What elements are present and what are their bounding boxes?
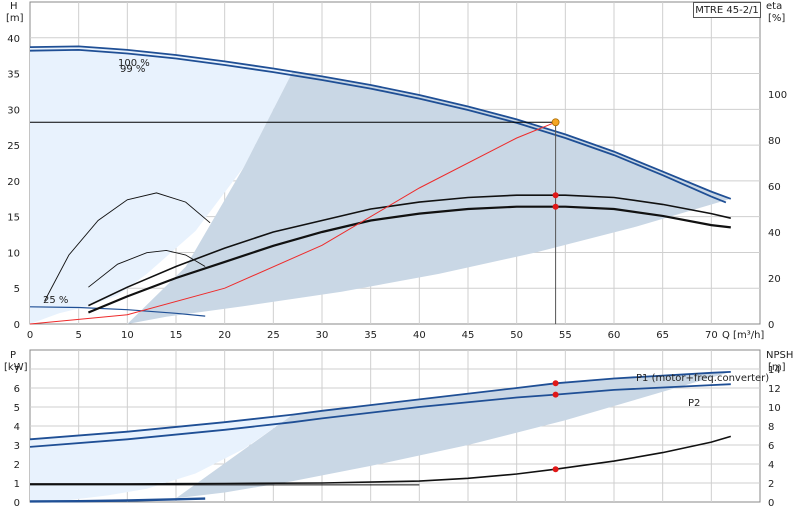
tick-label-npsh: 8	[768, 422, 774, 433]
series-eta-small-2	[88, 249, 206, 288]
tick-label-q: 15	[170, 330, 183, 341]
series-eta-lower	[87, 205, 731, 314]
tick-label-eta: 80	[768, 136, 781, 147]
envelope-dark-area	[127, 71, 731, 325]
tick-label-h: 15	[7, 213, 20, 224]
series-99-	[29, 48, 727, 204]
operating-point-marker	[552, 391, 559, 398]
tick-label-eta: 20	[768, 274, 781, 285]
series-p-low	[29, 497, 206, 503]
x-axis-label: Q [m³/h]	[722, 330, 764, 341]
upper-panel-hq: 100 %99 % 25 % 0 5 10 15 20 25 30 35 40 0 20 40 60 80 10…	[6, 1, 787, 341]
operating-point-marker	[552, 380, 559, 387]
tick-label-q: 70	[705, 330, 718, 341]
y-left-axis-unit: [m]	[6, 13, 24, 24]
tick-label-p: 2	[14, 460, 20, 471]
series-p1-motor-freq-converter-	[29, 371, 731, 441]
tick-label-eta: 0	[768, 320, 774, 331]
y-left-axis-unit-lower: [kW]	[4, 362, 28, 373]
y-right-axis-unit-lower: [m]	[768, 362, 786, 373]
tick-label-p: 4	[14, 422, 20, 433]
tick-label-q: 45	[462, 330, 475, 341]
series-25-	[29, 306, 206, 317]
tick-label-p: 7	[14, 365, 20, 376]
envelope-light-area	[30, 414, 293, 502]
tick-label-p: 6	[14, 384, 20, 395]
y-left-axis-label: H	[10, 1, 18, 12]
tick-label-q: 60	[608, 330, 621, 341]
tick-label-npsh: 14	[768, 365, 781, 376]
series-eta-small-1	[44, 192, 211, 302]
tick-label-npsh: 4	[768, 460, 774, 471]
series-p2	[29, 383, 731, 448]
annotation-25-percent: 25 %	[43, 295, 68, 306]
tick-label-q: 25	[267, 330, 280, 341]
operating-point-marker	[552, 192, 559, 199]
y-right-axis-label: eta	[766, 1, 782, 12]
tick-label-eta: 100	[768, 90, 787, 101]
series-npsh	[30, 435, 732, 485]
tick-label-h: 20	[7, 177, 20, 188]
series-eta-upper	[88, 194, 731, 307]
annotation-p1: P1 (motor+freq.converter)	[636, 373, 769, 384]
tick-label-q: 5	[75, 330, 81, 341]
series-system	[29, 121, 556, 325]
model-label: MTRE 45-2/1	[693, 2, 761, 18]
tick-label-q: 50	[510, 330, 523, 341]
envelope-light-area	[30, 46, 293, 325]
tick-label-h: 10	[7, 248, 20, 259]
tick-label-q: 30	[316, 330, 329, 341]
tick-label-p: 0	[14, 498, 20, 509]
tick-label-h: 0	[14, 320, 20, 331]
tick-label-npsh: 0	[768, 498, 774, 509]
tick-label-npsh: 6	[768, 441, 774, 452]
tick-label-h: 5	[14, 284, 20, 295]
tick-label-q: 20	[218, 330, 231, 341]
tick-label-q: 65	[656, 330, 669, 341]
operating-point-marker	[552, 466, 559, 473]
series-100-	[29, 45, 732, 200]
tick-label-p: 3	[14, 441, 20, 452]
tick-label-q: 35	[364, 330, 377, 341]
tick-label-p: 5	[14, 403, 20, 414]
tick-label-p: 1	[14, 479, 20, 490]
tick-label-h: 35	[7, 70, 20, 81]
duty-point-marker	[551, 118, 560, 127]
annotation-99-percent: 99 %	[120, 64, 145, 75]
tick-label-h: 40	[7, 34, 20, 45]
tick-label-npsh: 10	[768, 403, 781, 414]
tick-label-q: 0	[27, 330, 33, 341]
y-right-axis-unit: [%]	[768, 13, 785, 24]
annotation-100-percent: 100 %	[118, 58, 150, 69]
tick-label-q: 40	[413, 330, 426, 341]
tick-label-h: 30	[7, 105, 20, 116]
operating-point-marker	[552, 203, 559, 210]
tick-label-eta: 60	[768, 182, 781, 193]
tick-label-npsh: 12	[768, 384, 781, 395]
tick-label-h: 25	[7, 141, 20, 152]
tick-label-eta: 40	[768, 228, 781, 239]
envelope-dark-area	[176, 371, 731, 499]
y-left-axis-label-lower: P	[10, 350, 16, 361]
y-right-axis-label-lower: NPSH	[766, 350, 793, 361]
tick-label-npsh: 2	[768, 479, 774, 490]
annotation-p2: P2	[688, 398, 700, 409]
tick-label-q: 10	[121, 330, 134, 341]
tick-label-q: 55	[559, 330, 572, 341]
lower-panel-power-npsh: P1 (motor+freq.converter)P20123456702468…	[4, 349, 793, 509]
